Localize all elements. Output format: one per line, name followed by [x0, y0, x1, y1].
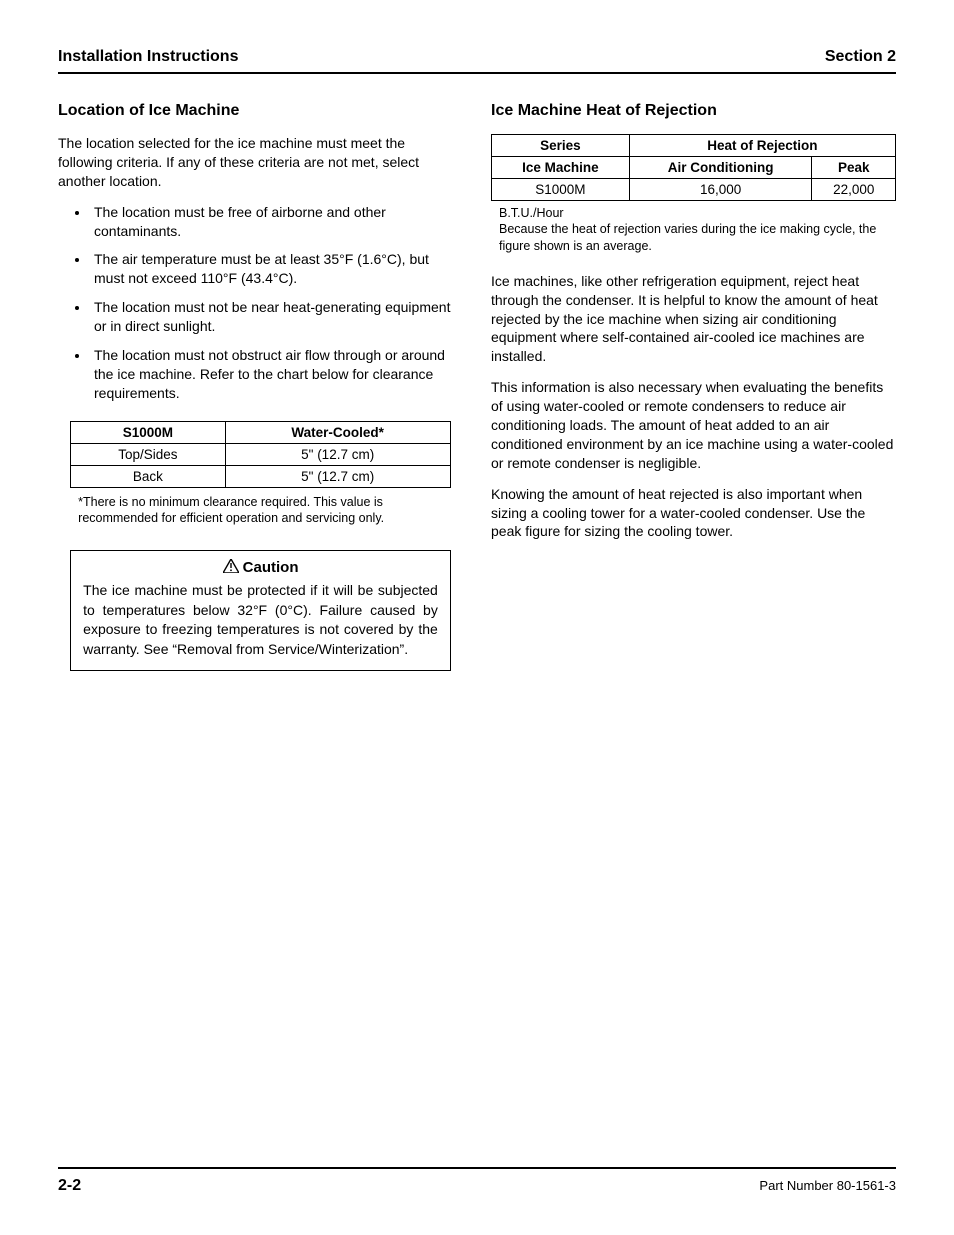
- left-column: Location of Ice Machine The location sel…: [58, 102, 463, 671]
- list-item: The location must not obstruct air flow …: [90, 346, 463, 403]
- heat-sh-peak: Peak: [812, 157, 896, 179]
- page-number: 2-2: [58, 1177, 81, 1195]
- right-p3: Knowing the amount of heat rejected is a…: [491, 485, 896, 542]
- heat-table: Series Heat of Rejection Ice Machine Air…: [491, 134, 896, 201]
- caution-title-row: Caution: [83, 559, 438, 577]
- list-item: The location must be free of airborne an…: [90, 203, 463, 241]
- heat-note: B.T.U./Hour Because the heat of rejectio…: [491, 205, 896, 254]
- cell: Back: [71, 465, 225, 487]
- content-columns: Location of Ice Machine The location sel…: [58, 102, 896, 671]
- heat-note-l2: Because the heat of rejection varies dur…: [499, 221, 896, 254]
- header-right: Section 2: [825, 48, 896, 66]
- clearance-h0: S1000M: [71, 421, 225, 443]
- caution-title: Caution: [243, 559, 299, 576]
- right-p2: This information is also necessary when …: [491, 378, 896, 472]
- cell: 16,000: [629, 179, 812, 201]
- clearance-note: *There is no minimum clearance required.…: [70, 494, 451, 527]
- table-row: Back 5" (12.7 cm): [71, 465, 451, 487]
- page-footer: 2-2 Part Number 80-1561-3: [58, 1167, 896, 1195]
- left-title: Location of Ice Machine: [58, 102, 463, 120]
- warning-icon: [223, 559, 239, 577]
- table-row: S1000M Water-Cooled*: [71, 421, 451, 443]
- heat-note-l1: B.T.U./Hour: [499, 205, 896, 221]
- cell: S1000M: [492, 179, 630, 201]
- heat-h-series: Series: [492, 135, 630, 157]
- right-column: Ice Machine Heat of Rejection Series Hea…: [491, 102, 896, 671]
- left-intro: The location selected for the ice machin…: [58, 134, 463, 191]
- cell: 5" (12.7 cm): [225, 465, 450, 487]
- part-number: Part Number 80-1561-3: [759, 1178, 896, 1193]
- criteria-list: The location must be free of airborne an…: [58, 203, 463, 403]
- cell: Top/Sides: [71, 443, 225, 465]
- heat-h-rejection: Heat of Rejection: [629, 135, 895, 157]
- header-left: Installation Instructions: [58, 48, 238, 66]
- table-row: Series Heat of Rejection: [492, 135, 896, 157]
- caution-text: The ice machine must be protected if it …: [83, 581, 438, 659]
- cell: 5" (12.7 cm): [225, 443, 450, 465]
- heat-sh-machine: Ice Machine: [492, 157, 630, 179]
- table-row: Top/Sides 5" (12.7 cm): [71, 443, 451, 465]
- caution-box: Caution The ice machine must be protecte…: [70, 550, 451, 670]
- list-item: The location must not be near heat-gener…: [90, 298, 463, 336]
- right-p1: Ice machines, like other refrigeration e…: [491, 272, 896, 366]
- right-title: Ice Machine Heat of Rejection: [491, 102, 896, 120]
- clearance-table: S1000M Water-Cooled* Top/Sides 5" (12.7 …: [70, 421, 451, 488]
- cell: 22,000: [812, 179, 896, 201]
- heat-sh-ac: Air Conditioning: [629, 157, 812, 179]
- table-row: S1000M 16,000 22,000: [492, 179, 896, 201]
- page-header: Installation Instructions Section 2: [58, 48, 896, 74]
- table-row: Ice Machine Air Conditioning Peak: [492, 157, 896, 179]
- clearance-h1: Water-Cooled*: [225, 421, 450, 443]
- list-item: The air temperature must be at least 35°…: [90, 250, 463, 288]
